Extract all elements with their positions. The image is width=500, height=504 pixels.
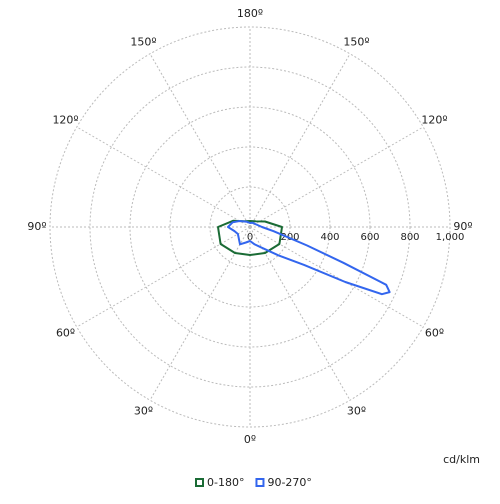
r-tick-label: 800	[400, 232, 419, 243]
grid-spoke	[249, 226, 351, 401]
r-tick-label: 400	[320, 232, 339, 243]
legend-swatch	[195, 478, 204, 487]
angle-label: 90º	[27, 220, 46, 233]
legend-label: 0-180°	[207, 476, 244, 489]
angle-label: 120º	[52, 114, 78, 127]
angle-label: 30º	[134, 404, 153, 417]
r-tick-label: 1,000	[436, 232, 465, 243]
unit-label: cd/klm	[443, 453, 480, 466]
grid-spoke	[149, 53, 251, 228]
r-tick-label: 0	[247, 232, 253, 243]
angle-label: 90º	[453, 220, 472, 233]
angle-label: 150º	[130, 36, 156, 49]
angle-label: 180º	[237, 7, 263, 20]
legend-label: 90-270°	[267, 476, 311, 489]
grid-spoke	[149, 226, 251, 401]
angle-label: 60º	[56, 327, 75, 340]
angle-label: 0º	[244, 433, 256, 446]
grid-spoke	[76, 126, 251, 228]
legend-swatch	[255, 478, 265, 487]
angle-label: 120º	[421, 114, 447, 127]
r-tick-label: 600	[360, 232, 379, 243]
angle-label: 60º	[425, 327, 444, 340]
series-curve	[217, 219, 283, 256]
legend-item: 90-270°	[255, 476, 312, 489]
legend-item: 0-180°	[195, 476, 244, 489]
series-curve	[227, 220, 391, 296]
grid-spoke	[249, 53, 351, 228]
grid-spoke	[76, 226, 251, 328]
angle-label: 150º	[343, 36, 369, 49]
grid-ring	[49, 26, 451, 428]
angle-label: 30º	[347, 404, 366, 417]
grid-spoke	[249, 126, 424, 228]
